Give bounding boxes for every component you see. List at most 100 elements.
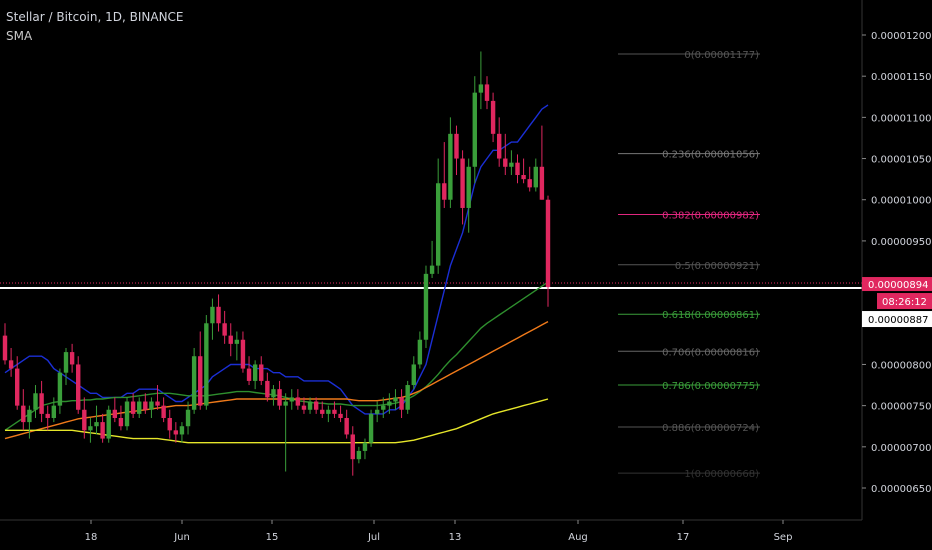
- candle-body: [429, 265, 435, 274]
- x-tick-label: Sep: [774, 532, 793, 543]
- candle-body: [460, 158, 465, 208]
- candle-body: [112, 409, 118, 418]
- candle-body: [503, 158, 508, 167]
- candle-body: [374, 409, 380, 414]
- x-tick-label: 15: [266, 532, 279, 543]
- candle-body: [191, 356, 197, 410]
- candle-body: [137, 401, 142, 414]
- candle-body: [289, 397, 294, 402]
- candle-body: [179, 426, 185, 435]
- indicator-label[interactable]: SMA: [6, 29, 33, 43]
- candle-body: [539, 166, 545, 200]
- candle-body: [356, 450, 362, 460]
- candle-body: [173, 430, 179, 435]
- candle-body: [271, 389, 276, 398]
- candle-body: [326, 409, 331, 414]
- candle-body: [198, 356, 203, 406]
- candle-body: [216, 306, 221, 324]
- candle-body: [533, 166, 538, 188]
- candle-body: [472, 92, 477, 167]
- candle-body: [252, 364, 258, 381]
- candle-body: [435, 183, 441, 266]
- reference-price-badge: [862, 311, 932, 328]
- fib-level-label: 1(0.00000668): [684, 469, 759, 480]
- candle-body: [143, 401, 148, 410]
- x-tick-label: Jun: [173, 532, 190, 543]
- candle-body: [51, 405, 57, 418]
- candle-body: [478, 84, 484, 93]
- candle-body: [259, 364, 264, 381]
- candle-body: [240, 339, 246, 369]
- reference-price-label: 0.00000887: [868, 315, 928, 326]
- candle-body: [423, 273, 429, 340]
- candle-body: [57, 372, 63, 406]
- candle-body: [228, 335, 233, 344]
- candle-body: [484, 84, 490, 101]
- candle-body: [130, 401, 136, 414]
- countdown-badge: [877, 293, 932, 310]
- candle-body: [94, 422, 99, 427]
- candle-body: [521, 175, 526, 180]
- candle-body: [387, 401, 392, 406]
- candle-body: [2, 335, 8, 361]
- x-tick-label: 13: [449, 532, 462, 543]
- y-tick-label: 0.00000650: [871, 484, 931, 495]
- candle-body: [527, 179, 532, 188]
- candle-body: [246, 368, 252, 381]
- candle-body: [15, 368, 20, 406]
- candle-body: [167, 417, 172, 431]
- chart-symbol-title: Stellar / Bitcoin, 1D, BINANCE: [6, 10, 184, 24]
- fib-level-label: 0.382(0.00000982): [662, 211, 759, 222]
- candle-body: [21, 405, 26, 423]
- candle-body: [313, 401, 319, 410]
- candle-body: [118, 417, 124, 427]
- candle-body: [442, 183, 447, 200]
- x-tick-label: Aug: [568, 532, 588, 543]
- candle-body: [155, 401, 160, 406]
- candle-body: [448, 133, 453, 200]
- fib-level-label: 0.786(0.00000775): [662, 381, 759, 392]
- candle-body: [307, 401, 313, 410]
- candle-body: [76, 364, 81, 410]
- sma-line: [4, 281, 549, 431]
- y-tick-label: 0.00000800: [871, 360, 931, 371]
- candle-body: [100, 422, 105, 439]
- candle-body: [283, 401, 288, 406]
- candle-body: [63, 352, 69, 373]
- candle-body: [210, 306, 215, 324]
- candle-body: [368, 413, 374, 443]
- candle-body: [88, 426, 93, 431]
- current-price-badge: [862, 277, 932, 292]
- candle-body: [265, 380, 270, 398]
- sma-line: [4, 320, 549, 440]
- candle-body: [8, 360, 14, 369]
- candle-body: [320, 409, 325, 414]
- candle-body: [509, 162, 514, 167]
- candle-body: [362, 442, 368, 451]
- fib-level-label: 0.706(0.00000816): [662, 347, 759, 358]
- candle-body: [344, 417, 349, 435]
- candle-body: [496, 133, 502, 159]
- candle-body: [295, 397, 301, 406]
- y-tick-label: 0.00000750: [871, 402, 931, 413]
- candle-body: [39, 393, 44, 414]
- fib-level-label: 0(0.00001177): [684, 50, 759, 61]
- current-price-label: 0.00000894: [868, 280, 928, 291]
- candle-body: [234, 339, 240, 344]
- candle-body: [490, 100, 496, 134]
- candle-body: [515, 162, 520, 176]
- candle-body: [33, 393, 38, 410]
- candle-body: [417, 339, 423, 365]
- candle-body: [161, 405, 166, 418]
- fib-level-label: 0.5(0.00000921): [675, 261, 759, 272]
- x-tick-label: 17: [677, 532, 690, 543]
- x-tick-label: Jul: [367, 532, 380, 543]
- candle-body: [222, 323, 227, 336]
- candle-body: [106, 409, 111, 439]
- candle-body: [399, 397, 404, 410]
- y-tick-label: 0.00000700: [871, 443, 931, 454]
- candle-body: [82, 409, 87, 431]
- countdown-label: 08:26:12: [882, 297, 927, 308]
- y-tick-label: 0.00000950: [871, 237, 931, 248]
